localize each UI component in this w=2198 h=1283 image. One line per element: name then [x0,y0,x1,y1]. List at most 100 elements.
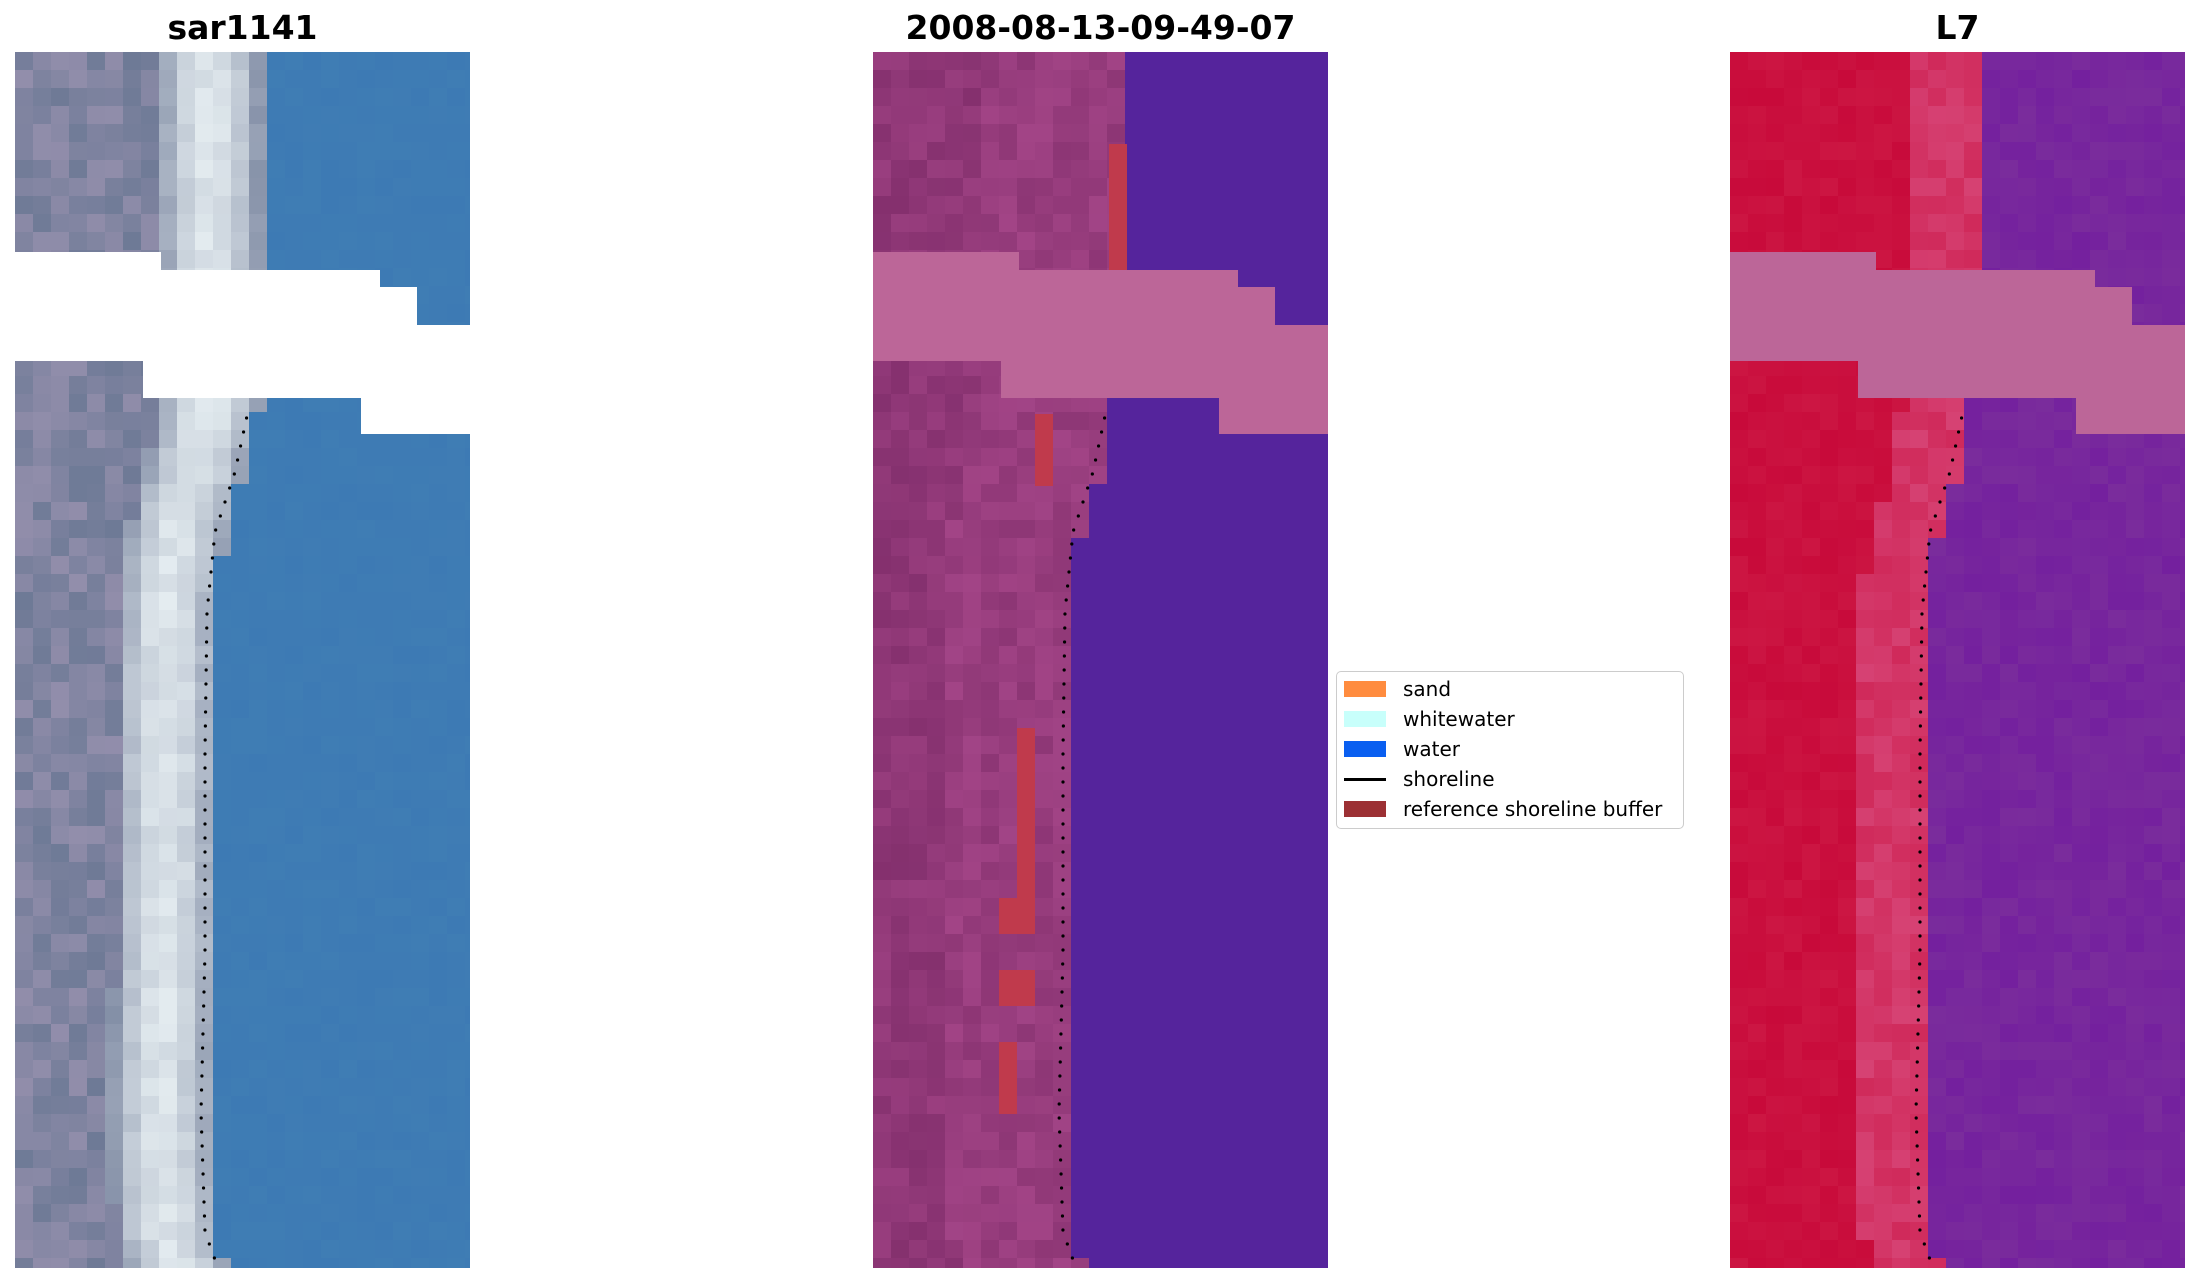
rgb-image [15,52,470,1268]
shoreline-point [218,514,222,518]
shoreline-point [1061,878,1065,882]
shoreline-point [200,1074,204,1078]
shoreline-point [1919,682,1923,686]
shoreline-point [1061,724,1065,728]
shoreline-point [1093,458,1098,462]
mndwi-image [1730,52,2185,1268]
shoreline-point [203,962,207,966]
legend-swatch-whitewater [1344,711,1386,727]
shoreline-point [1057,1102,1061,1106]
shoreline-point [1065,1242,1069,1246]
legend-label-whitewater: whitewater [1403,707,1515,731]
legend-label-reference-buffer: reference shoreline buffer [1403,797,1663,821]
shoreline-point [1927,542,1931,546]
shoreline-point [1068,556,1072,560]
classified-image [873,52,1328,1268]
legend-swatch-water [1344,741,1386,757]
legend-item-water: water [1344,736,1460,762]
shoreline-point [1057,1088,1062,1092]
shoreline-point [203,808,207,812]
shoreline-point [203,1228,207,1232]
shoreline-point [1915,1074,1919,1078]
shoreline-point [1062,654,1066,658]
shoreline-point [1919,668,1923,672]
shoreline-point [1059,1046,1063,1050]
shoreline-point [1061,780,1065,784]
shoreline-point [1086,486,1090,490]
shoreline-point [201,1018,205,1022]
shoreline-point [201,1032,205,1036]
shoreline-point [1059,1032,1063,1036]
shoreline-point [1917,1214,1922,1218]
shoreline-point [241,430,246,434]
shoreline-point [199,1116,203,1120]
shoreline-point [1059,1018,1063,1022]
shoreline-point [1058,1130,1062,1134]
shoreline-point [1921,598,1925,602]
shoreline-point [1061,836,1065,840]
shoreline-point [203,948,207,952]
shoreline-point [205,612,209,616]
legend-item-shoreline: shoreline [1344,766,1495,792]
shoreline-point [1956,430,1961,434]
rgb-image-panel [15,52,470,1268]
shoreline-point [1102,416,1107,420]
shoreline-point [1919,654,1923,658]
mndwi-cloud-mask [1730,252,2185,434]
shoreline-point [1919,696,1923,700]
shoreline-point [1067,570,1071,574]
shoreline-point [1947,472,1951,476]
legend-label-water: water [1403,737,1460,761]
shoreline-point [1062,696,1066,700]
shoreline-point [244,416,249,420]
shoreline-point [201,1172,205,1176]
legend: sand whitewater water shoreline referenc… [1336,671,1684,829]
shoreline-point [205,626,209,630]
reference-buffer-block [999,970,1035,1006]
shoreline-point [1927,1256,1931,1260]
shoreline-point [1918,780,1922,784]
legend-label-shoreline: shoreline [1403,767,1495,791]
shoreline-point [1917,1200,1921,1204]
shoreline-point [202,1214,207,1218]
shoreline-point [202,1004,206,1008]
shoreline-point [1061,766,1065,770]
shoreline-point [200,1130,204,1134]
shoreline-point [1916,1032,1920,1036]
shoreline-point [1061,752,1065,756]
shoreline-point [1058,1074,1062,1078]
shoreline-point [1058,1060,1062,1064]
shoreline-point [203,724,207,728]
reference-buffer-block [999,898,1035,934]
shoreline-point [1918,808,1922,812]
shoreline-point [212,1256,216,1260]
shoreline-point [199,1088,204,1092]
shoreline-point [1920,612,1924,616]
legend-line-shoreline [1344,777,1386,781]
shoreline-point [1950,458,1955,462]
shoreline-point [1064,598,1068,602]
shoreline-point [214,528,218,532]
shoreline-point [1062,668,1066,672]
legend-swatch-reference-buffer [1344,801,1386,817]
shoreline-point [1917,1004,1921,1008]
legend-item-sand: sand [1344,676,1451,702]
shoreline-point [1918,738,1922,742]
shoreline-point [1099,430,1104,434]
shoreline-point [1060,990,1064,994]
shoreline-point [1918,906,1922,910]
shoreline-point [1953,444,1958,448]
shoreline-point [1916,1186,1921,1190]
shoreline-point [1076,514,1080,518]
shoreline-point [1918,1228,1922,1232]
shoreline-point [203,934,207,938]
classified-cloud-mask [873,252,1328,434]
shoreline-point [203,850,207,854]
shoreline-point [201,1158,205,1162]
shoreline-point [1933,514,1937,518]
shoreline-point [1061,906,1065,910]
shoreline-point [207,1242,211,1246]
shoreline-point [1959,416,1964,420]
shoreline-point [1059,1186,1064,1190]
shoreline-point [203,906,207,910]
